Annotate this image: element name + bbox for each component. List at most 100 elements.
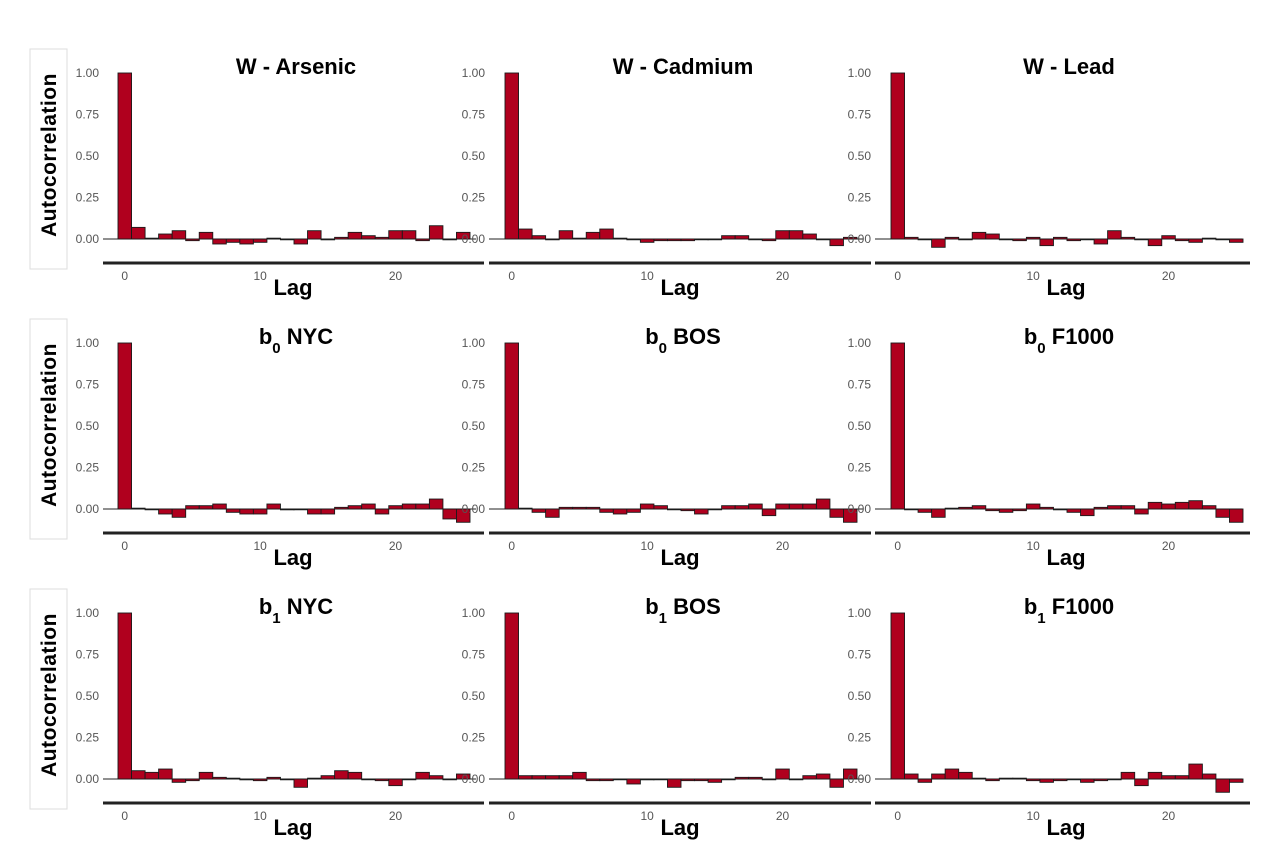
x-tick-label: 10: [640, 269, 654, 283]
acf-bar: [734, 235, 750, 240]
acf-bar: [639, 238, 655, 243]
acf-bar: [707, 238, 723, 241]
acf-bar: [456, 231, 471, 240]
y-tick-label: 1.00: [848, 66, 872, 80]
acf-bar: [307, 777, 322, 780]
acf-bar: [374, 508, 390, 515]
acf-bar: [518, 507, 533, 510]
acf-bar: [653, 505, 668, 510]
acf-bar: [401, 230, 417, 240]
acf-bar: [1120, 236, 1136, 240]
acf-bar: [504, 72, 519, 240]
acf-bar: [815, 773, 831, 780]
acf-bar: [144, 237, 160, 240]
acf-bar: [239, 508, 254, 515]
acf-bar: [131, 770, 146, 780]
acf-panel: 1.00 0.75 0.50 0.25 0.00 0 10 20 Lag b0 F1000: [848, 324, 1250, 570]
acf-bar: [198, 505, 214, 510]
acf-bar: [1147, 501, 1163, 510]
acf-bar: [307, 508, 322, 515]
y-tick-label: 0.75: [76, 648, 100, 662]
acf-bar: [788, 503, 804, 510]
acf-bar: [998, 777, 1014, 780]
acf-bar: [117, 72, 132, 240]
acf-panel: Autocorrelation 1.00 0.75 0.50 0.25 0.00 0 10 20…: [29, 588, 484, 840]
acf-bar: [361, 235, 376, 240]
acf-bar: [680, 508, 695, 512]
x-axis-label: Lag: [1046, 275, 1085, 300]
y-tick-label: 0.75: [848, 108, 872, 122]
acf-bar: [653, 778, 668, 781]
x-tick-label: 10: [253, 809, 267, 823]
acf-bar: [374, 778, 390, 782]
acf-bar: [171, 230, 187, 240]
acf-bar: [545, 508, 560, 518]
acf-bar: [415, 503, 430, 510]
acf-bar: [572, 237, 587, 240]
panel-title: b1 BOS: [645, 594, 721, 627]
acf-bar: [1039, 238, 1054, 247]
y-axis-label-box: [29, 588, 68, 810]
y-tick-label: 0.75: [76, 378, 100, 392]
acf-bar: [266, 503, 281, 510]
acf-bar: [171, 508, 187, 518]
acf-bar: [931, 773, 946, 780]
x-tick-label: 0: [894, 269, 901, 283]
acf-bar: [1120, 771, 1136, 780]
acf-bar: [1107, 230, 1122, 240]
acf-bar: [917, 508, 933, 513]
acf-bar: [1012, 508, 1027, 512]
acf-bar: [829, 778, 844, 788]
x-tick-label: 20: [1162, 539, 1176, 553]
acf-bar: [144, 771, 160, 780]
x-axis-label: Lag: [273, 545, 312, 570]
acf-bar: [266, 776, 281, 780]
acf-bar: [225, 508, 241, 513]
acf-bar: [931, 508, 946, 518]
acf-bar: [958, 506, 973, 510]
acf-bar: [1215, 508, 1230, 518]
acf-bar: [639, 503, 655, 510]
acf-bar: [1134, 508, 1149, 515]
acf-bar: [239, 238, 254, 245]
acf-bar: [572, 771, 587, 780]
x-axis-label: Lag: [660, 275, 699, 300]
acf-bar: [117, 612, 132, 780]
x-tick-label: 10: [253, 269, 267, 283]
acf-bar: [131, 226, 146, 240]
acf-bar: [572, 506, 587, 510]
y-axis-label: Autocorrelation: [38, 73, 61, 237]
acf-bar: [1161, 235, 1176, 240]
x-tick-label: 20: [776, 269, 790, 283]
acf-bar: [958, 771, 973, 780]
acf-bar: [1229, 778, 1244, 783]
acf-bar: [1147, 771, 1163, 780]
panel-title: b0 NYC: [259, 324, 333, 357]
acf-bar: [225, 238, 241, 243]
acf-bar: [721, 778, 736, 781]
acf-bar: [456, 773, 471, 780]
y-tick-label: 0.00: [76, 232, 100, 246]
acf-bar: [734, 505, 750, 510]
acf-panel: Autocorrelation 1.00 0.75 0.50 0.25 0.00 0 10 20…: [29, 48, 484, 300]
acf-bar: [1039, 506, 1054, 510]
acf-bar: [829, 508, 844, 518]
acf-bar: [958, 238, 973, 241]
acf-bar: [504, 342, 519, 510]
y-tick-label: 0.75: [462, 648, 486, 662]
acf-bar: [1025, 503, 1041, 510]
acf-bar: [667, 238, 682, 242]
x-tick-label: 0: [121, 809, 128, 823]
acf-bar: [1134, 778, 1149, 787]
acf-bar: [388, 778, 403, 787]
acf-panel: 1.00 0.75 0.50 0.25 0.00 0 10 20 Lag b1 BOS: [462, 594, 871, 840]
x-tick-label: 20: [389, 269, 403, 283]
acf-bar: [1080, 508, 1095, 517]
acf-bar: [1080, 238, 1095, 241]
acf-bar: [599, 508, 614, 513]
acf-bar: [904, 773, 919, 780]
acf-bar: [185, 505, 200, 510]
acf-bar: [1229, 508, 1244, 523]
y-axis-label-box: [29, 318, 68, 540]
